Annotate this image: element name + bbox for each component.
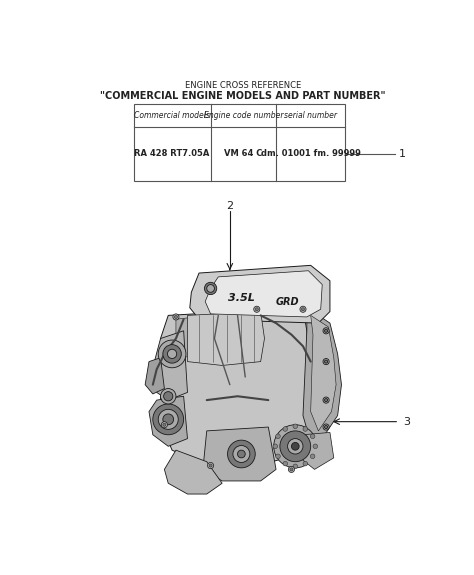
Polygon shape (164, 450, 222, 494)
Circle shape (301, 308, 304, 310)
Circle shape (163, 423, 166, 426)
Circle shape (254, 306, 260, 312)
Text: dm. 01001 fm. 99999: dm. 01001 fm. 99999 (261, 149, 361, 158)
Polygon shape (310, 316, 336, 431)
Polygon shape (155, 331, 188, 400)
Circle shape (310, 454, 315, 459)
Circle shape (323, 359, 329, 365)
Text: 3.5L: 3.5L (228, 293, 255, 304)
Circle shape (280, 431, 310, 462)
Text: RA 428 RT7.05A: RA 428 RT7.05A (135, 149, 210, 158)
Circle shape (323, 328, 329, 334)
Text: "COMMERCIAL ENGINE MODELS AND PART NUMBER": "COMMERCIAL ENGINE MODELS AND PART NUMBE… (100, 91, 386, 101)
Circle shape (153, 404, 183, 435)
Circle shape (293, 424, 298, 428)
Text: 3: 3 (403, 417, 410, 427)
Text: GRD: GRD (276, 297, 300, 306)
Circle shape (283, 461, 288, 466)
Circle shape (283, 427, 288, 431)
Circle shape (255, 308, 258, 310)
Circle shape (163, 344, 182, 363)
Circle shape (228, 440, 255, 468)
Circle shape (204, 282, 217, 294)
Polygon shape (303, 308, 341, 442)
Polygon shape (149, 396, 188, 446)
Text: VM 64 C: VM 64 C (224, 149, 263, 158)
Circle shape (158, 409, 178, 430)
Circle shape (173, 314, 179, 320)
Circle shape (303, 427, 308, 431)
Circle shape (293, 464, 298, 469)
Circle shape (310, 434, 315, 439)
Polygon shape (145, 358, 164, 394)
Circle shape (208, 462, 214, 469)
Circle shape (161, 389, 176, 404)
Circle shape (161, 421, 167, 428)
Circle shape (290, 468, 293, 471)
Circle shape (163, 414, 173, 425)
Bar (134, 104, 346, 181)
Circle shape (325, 398, 328, 402)
Circle shape (209, 464, 212, 467)
Polygon shape (161, 308, 315, 469)
Text: 1: 1 (399, 149, 406, 159)
Circle shape (237, 450, 245, 458)
Circle shape (300, 306, 306, 312)
Polygon shape (303, 432, 334, 469)
Text: Engine code number: Engine code number (203, 111, 283, 120)
Text: Commercial models: Commercial models (134, 111, 210, 120)
Circle shape (288, 439, 303, 454)
Circle shape (167, 349, 177, 359)
Circle shape (164, 392, 173, 401)
Polygon shape (188, 312, 264, 366)
Circle shape (303, 461, 308, 466)
Circle shape (292, 442, 299, 450)
Text: ENGINE CROSS REFERENCE: ENGINE CROSS REFERENCE (185, 82, 301, 90)
Circle shape (325, 426, 328, 428)
Circle shape (273, 425, 317, 468)
Circle shape (158, 340, 186, 368)
Circle shape (233, 446, 250, 462)
Polygon shape (176, 314, 222, 358)
Circle shape (288, 466, 294, 473)
Polygon shape (222, 312, 261, 354)
Circle shape (207, 285, 214, 292)
Text: serial number: serial number (284, 111, 337, 120)
Circle shape (325, 329, 328, 332)
Text: 2: 2 (226, 201, 233, 211)
Circle shape (273, 444, 278, 449)
Polygon shape (205, 271, 322, 317)
Circle shape (323, 397, 329, 403)
Circle shape (313, 444, 318, 449)
Polygon shape (203, 427, 276, 481)
Polygon shape (190, 265, 330, 323)
Circle shape (325, 360, 328, 363)
Circle shape (323, 424, 329, 430)
Circle shape (174, 316, 177, 319)
Circle shape (276, 434, 280, 439)
Circle shape (276, 454, 280, 459)
